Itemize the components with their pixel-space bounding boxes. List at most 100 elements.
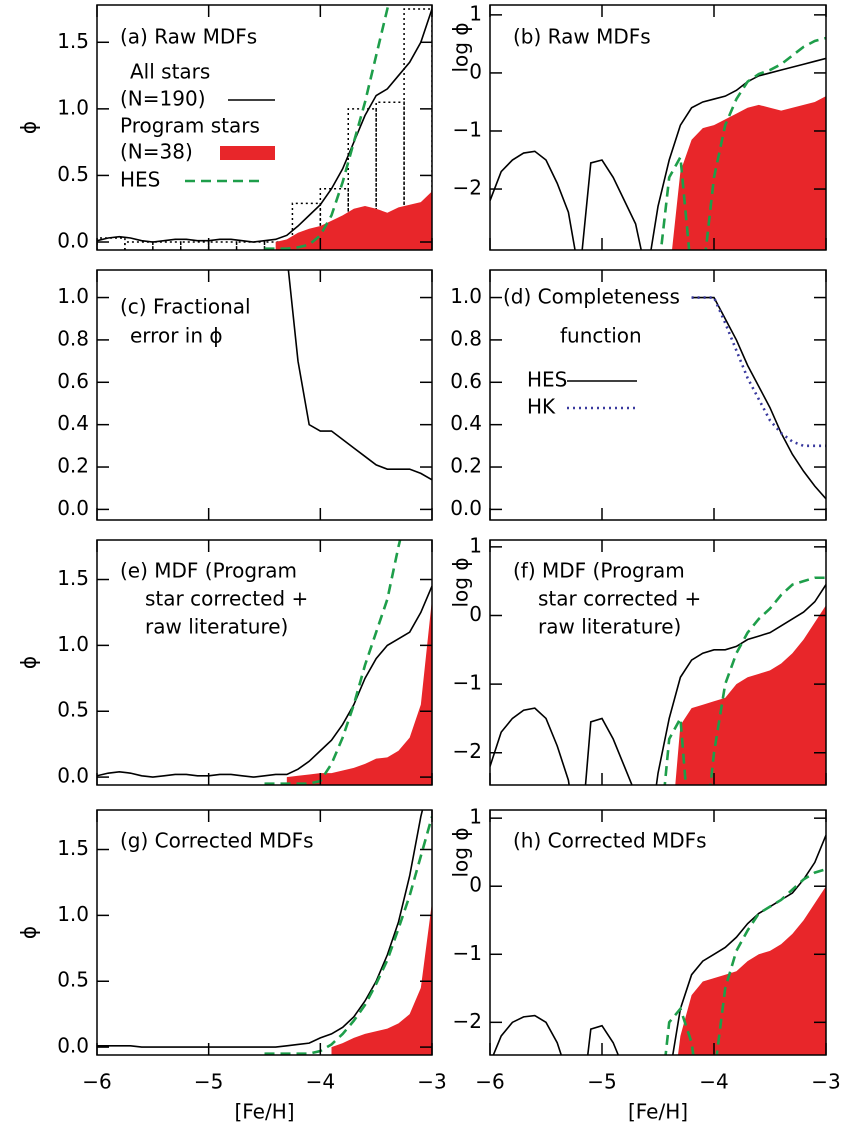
plot-area <box>97 5 432 250</box>
y-axis-label: log ϕ <box>449 827 473 877</box>
y-tick-label: −1 <box>453 671 482 695</box>
histogram-bar <box>403 8 432 250</box>
plot-frame <box>489 4 827 251</box>
panel: 0.0 0.5 1.0 1.5 ϕ (e) MDF (Program star correc… <box>17 539 433 788</box>
plot-frame <box>96 4 433 251</box>
plot-area <box>97 540 432 785</box>
histogram-bar <box>235 241 266 250</box>
y-axis-label: log ϕ <box>449 22 473 72</box>
plot-frame <box>489 269 827 521</box>
plot-frame <box>489 809 827 1056</box>
x-tick-label: −6 <box>475 1070 504 1094</box>
legend-swatch <box>220 146 275 160</box>
legend-label: (N=190) <box>120 87 206 111</box>
line <box>691 296 826 448</box>
annotation: function <box>560 324 642 348</box>
plot-area <box>287 270 432 481</box>
legend-label: HES <box>120 168 160 192</box>
x-tick-label: −5 <box>194 1070 223 1094</box>
line <box>490 57 826 250</box>
y-tick-label: 0 <box>469 602 482 626</box>
y-tick-label: −2 <box>453 1009 482 1033</box>
histogram-bar <box>124 241 154 250</box>
y-tick-label: 0.0 <box>57 1034 89 1058</box>
x-tick-label: −4 <box>699 1070 728 1094</box>
plot-area <box>691 296 826 500</box>
x-tick-label: −4 <box>306 1070 335 1094</box>
annotation: raw literature) <box>145 615 288 639</box>
line <box>97 585 432 778</box>
plot-area <box>490 576 826 785</box>
x-tick-label: −6 <box>82 1070 111 1094</box>
annotation: raw literature) <box>538 615 681 639</box>
plot-area <box>490 36 826 250</box>
area <box>286 599 432 785</box>
x-axis-label: [Fe/H] <box>234 1100 294 1124</box>
y-tick-label: 0.5 <box>57 162 89 186</box>
y-tick-label: 1 <box>469 1 482 25</box>
panel: 0.0 0.2 0.4 0.6 0.8 1.0 (d) Completeness functi… <box>450 269 827 521</box>
y-tick-label: 0.0 <box>57 229 89 253</box>
y-tick-label: 0.0 <box>450 496 482 520</box>
plot-frame <box>96 269 433 521</box>
y-tick-label: 0.5 <box>57 968 89 992</box>
y-tick-label: −2 <box>453 176 482 200</box>
x-tick-label: −3 <box>417 1070 446 1094</box>
y-axis-label: log ϕ <box>449 557 473 607</box>
y-tick-label: 1 <box>469 805 482 829</box>
legend-label: All stars <box>130 60 210 84</box>
histogram-bar <box>319 188 349 250</box>
y-tick-label: 0.6 <box>57 369 89 393</box>
y-tick-label: 0.4 <box>57 411 89 435</box>
annotation: (b) Raw MDFs <box>513 25 651 49</box>
x-tick-label: −5 <box>587 1070 616 1094</box>
histogram-bar <box>291 202 322 250</box>
area <box>669 886 826 1055</box>
area <box>275 191 432 250</box>
y-tick-label: 1.5 <box>57 836 89 860</box>
plot-frame <box>96 539 433 786</box>
annotation: (e) MDF (Program <box>120 559 297 583</box>
annotation: (d) Completeness <box>503 285 680 309</box>
y-tick-label: 1.0 <box>57 284 89 308</box>
plot-area <box>492 834 826 1055</box>
y-tick-label: −2 <box>453 739 482 763</box>
legend-label: (N=38) <box>120 140 193 164</box>
histogram-bar <box>375 101 405 250</box>
panel: 0.0 0.2 0.4 0.6 0.8 1.0 (c) Fractional error in… <box>57 269 433 521</box>
annotation: (f) MDF (Program <box>513 559 685 583</box>
plot-area <box>97 810 432 1055</box>
y-tick-label: 1.0 <box>57 95 89 119</box>
y-tick-label: 1.0 <box>57 902 89 926</box>
plot-frame <box>96 809 433 1056</box>
y-tick-label: 1.0 <box>450 284 482 308</box>
annotation: (a) Raw MDFs <box>120 25 257 49</box>
line <box>691 296 826 500</box>
area <box>331 902 432 1055</box>
y-tick-label: 0.5 <box>57 698 89 722</box>
y-tick-label: 0.2 <box>57 454 89 478</box>
y-tick-label: 1.5 <box>57 29 89 53</box>
annotation: star corrected + <box>538 587 701 611</box>
y-tick-label: 0.2 <box>450 454 482 478</box>
y-tick-label: 1.0 <box>57 632 89 656</box>
plot-frame <box>489 539 827 786</box>
annotation: (c) Fractional <box>120 295 251 319</box>
y-tick-label: 0.0 <box>57 764 89 788</box>
x-axis-label: [Fe/H] <box>628 1100 688 1124</box>
annotation: (g) Corrected MDFs <box>120 829 314 853</box>
y-tick-label: −1 <box>453 117 482 141</box>
histogram-bar <box>180 241 210 250</box>
y-tick-label: 0.4 <box>450 411 482 435</box>
line <box>659 36 826 250</box>
legend-label: Program stars <box>120 114 260 138</box>
y-tick-label: 1.5 <box>57 566 89 590</box>
y-tick-label: 0.6 <box>450 369 482 393</box>
line <box>97 8 432 243</box>
line <box>264 540 402 785</box>
y-axis-label: ϕ <box>17 656 41 669</box>
area <box>669 605 826 785</box>
y-tick-label: 1 <box>469 533 482 557</box>
